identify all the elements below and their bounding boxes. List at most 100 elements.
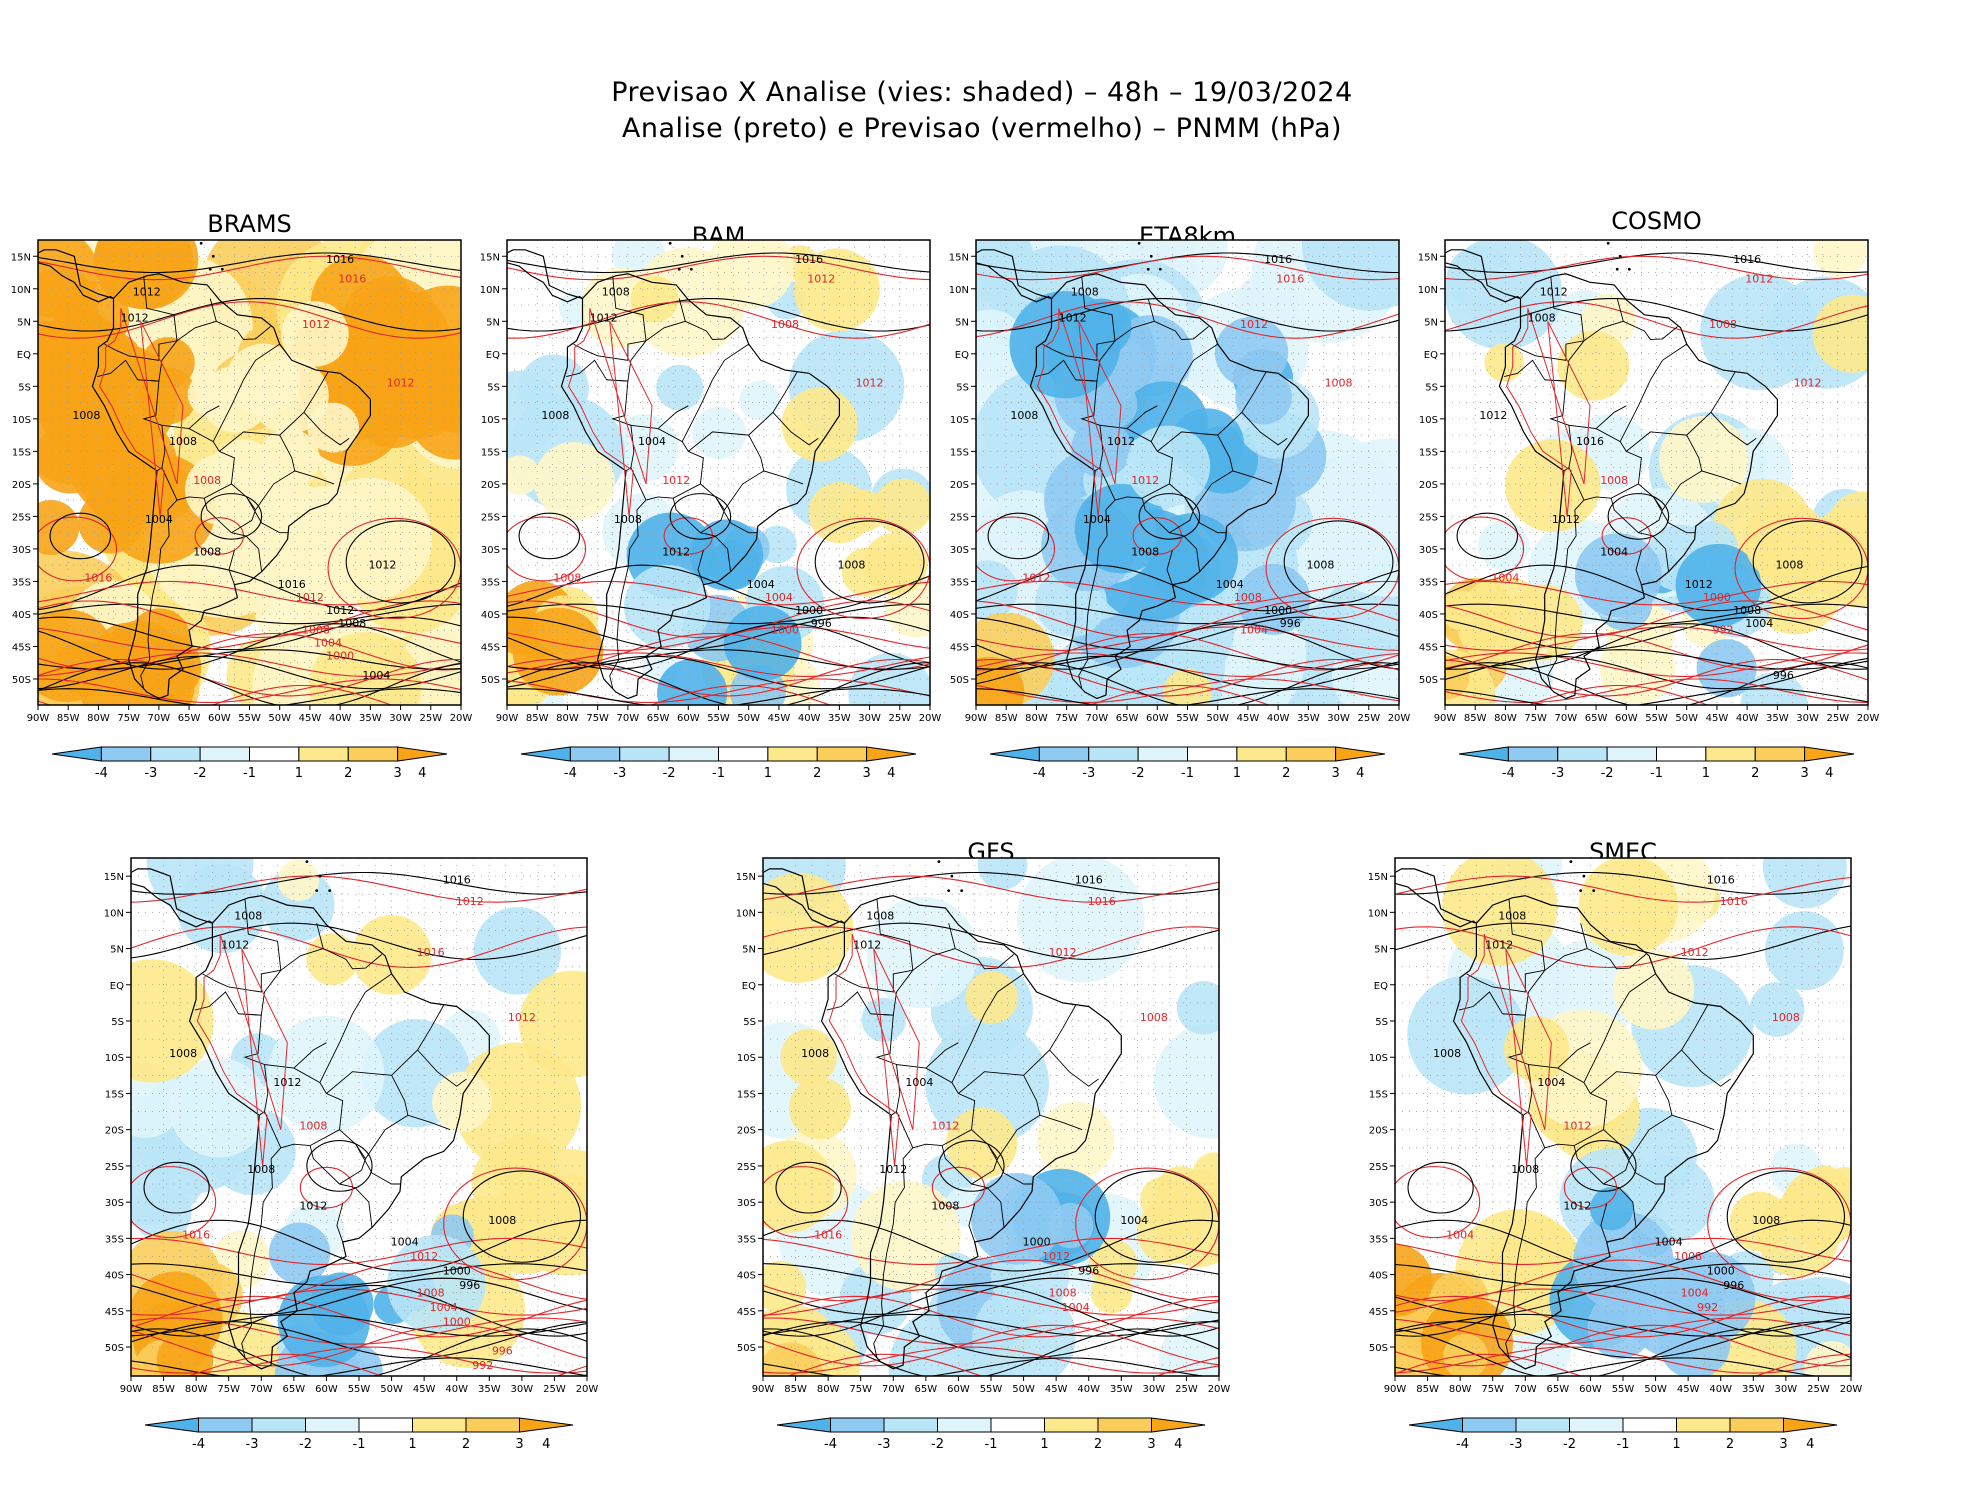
island — [191, 235, 194, 238]
isobar — [763, 1237, 1219, 1265]
bias-shading — [497, 1132, 559, 1194]
x-tick-label: 20W — [919, 713, 942, 724]
country-border — [1184, 496, 1227, 534]
bias-shading — [1407, 975, 1527, 1095]
y-tick-label: 10S — [12, 415, 31, 426]
bias-shading — [1457, 576, 1552, 668]
analysis-isobar-label: 1008 — [541, 409, 569, 422]
coastline — [38, 249, 114, 303]
forecast-isobar-label: 1016 — [1088, 895, 1116, 908]
isobar — [38, 655, 461, 690]
isobar-cell — [1132, 517, 1183, 555]
x-tick-label: 45W — [413, 1384, 436, 1395]
bias-shading — [1804, 1341, 1851, 1376]
analysis-isobar-label: 1008 — [931, 1199, 959, 1212]
bias-shading — [1445, 590, 1482, 631]
country-border — [1583, 973, 1656, 1083]
y-tick-label: 50S — [1419, 675, 1438, 686]
x-tick-label: 35W — [1297, 713, 1320, 724]
bias-shading — [1301, 240, 1399, 311]
country-border — [1595, 405, 1627, 429]
country-border — [1505, 1147, 1546, 1358]
isobar — [763, 926, 1219, 968]
isobar — [1445, 632, 1868, 671]
analysis-isobar-label: 1008 — [1131, 545, 1159, 558]
analysis-isobar-label: 1008 — [72, 409, 100, 422]
forecast-isobar-label: 1012 — [302, 318, 330, 331]
country-border — [1587, 948, 1647, 970]
y-tick-label: 35S — [12, 577, 31, 588]
analysis-isobar-label: 1012 — [368, 558, 396, 571]
y-tick-label: 45S — [105, 1307, 124, 1318]
isobar — [131, 1284, 587, 1337]
y-tick-label: 40S — [1369, 1271, 1388, 1282]
country-border — [715, 496, 758, 534]
coastline — [976, 249, 1052, 303]
isobar-cell — [1752, 520, 1863, 604]
colorbar-label: -2 — [1601, 766, 1614, 781]
forecast-isobar-label: 1008 — [1049, 1286, 1077, 1299]
bias-shading — [1813, 240, 1867, 278]
y-tick-label: 40S — [737, 1271, 756, 1282]
x-tick-label: 55W — [980, 1384, 1003, 1395]
country-border — [1126, 405, 1158, 429]
y-tick-label: 15N — [1368, 872, 1388, 883]
forecast-isobar-label: 1016 — [417, 946, 445, 959]
x-tick-label: 65W — [1547, 1384, 1570, 1395]
y-tick-label: EQ — [742, 981, 756, 992]
analysis-isobar-label: 1004 — [747, 578, 775, 591]
analysis-isobar-label: 1004 — [145, 513, 173, 526]
forecast-isobar-label: 1012 — [662, 474, 690, 487]
bias-shading — [1145, 513, 1238, 603]
country-border — [1547, 499, 1585, 689]
forecast-isobar-label: 1016 — [182, 1228, 210, 1241]
country-border — [685, 320, 740, 340]
colorbar-label: -1 — [985, 1437, 998, 1452]
forecast-isobar-label: 1000 — [1703, 591, 1731, 604]
y-tick-label: 40S — [481, 610, 500, 621]
x-tick-label: 45W — [768, 713, 791, 724]
analysis-isobar-label: 1008 — [193, 545, 221, 558]
analysis-isobar-label: 1004 — [362, 669, 390, 682]
y-tick-label: 35S — [737, 1234, 756, 1245]
x-tick-label: 50W — [737, 713, 760, 724]
isobar — [507, 626, 930, 651]
colorbar-segment — [1285, 746, 1337, 762]
colorbar-segment — [776, 1417, 831, 1433]
x-tick-label: 80W — [1494, 713, 1517, 724]
analysis-isobar-label: 996 — [459, 1279, 480, 1292]
colorbar-label: 4 — [1174, 1437, 1182, 1452]
isobar — [1395, 1263, 1851, 1286]
isobar — [507, 616, 930, 651]
colorbar-label: -3 — [878, 1437, 891, 1452]
analysis-isobar-label: 996 — [1280, 617, 1301, 630]
isobar — [38, 658, 461, 697]
bias-shading — [38, 424, 107, 494]
isobar-cell — [987, 512, 1050, 560]
analysis-isobar-label: 1008 — [1498, 910, 1526, 923]
island — [1569, 860, 1573, 864]
y-tick-label: EQ — [486, 350, 500, 361]
x-tick-label: 50W — [1012, 1384, 1035, 1395]
forecast-isobar-label: 1012 — [456, 895, 484, 908]
analysis-isobar-label: 1008 — [1433, 1047, 1461, 1060]
analysis-isobar-label: 996 — [811, 617, 832, 630]
isobar — [131, 1263, 587, 1286]
x-tick-label: 20W — [576, 1384, 599, 1395]
isobar — [976, 655, 1399, 690]
bias-shading — [925, 1021, 1050, 1146]
y-tick-label: 15N — [1418, 252, 1438, 263]
y-tick-label: 15S — [1369, 1089, 1388, 1100]
country-border — [688, 371, 798, 452]
colorbar-segment — [465, 1417, 520, 1433]
isobar — [1395, 1284, 1851, 1337]
country-border — [1603, 1183, 1637, 1228]
isobar — [976, 688, 1399, 705]
country-border — [895, 1063, 976, 1149]
analysis-isobar-label: 1012 — [299, 1199, 327, 1212]
isobar — [38, 623, 461, 670]
isobar — [976, 603, 1399, 625]
colorbar-segment — [619, 746, 670, 762]
x-tick-label: 55W — [348, 1384, 371, 1395]
forecast-isobar-label: 1012 — [387, 376, 415, 389]
